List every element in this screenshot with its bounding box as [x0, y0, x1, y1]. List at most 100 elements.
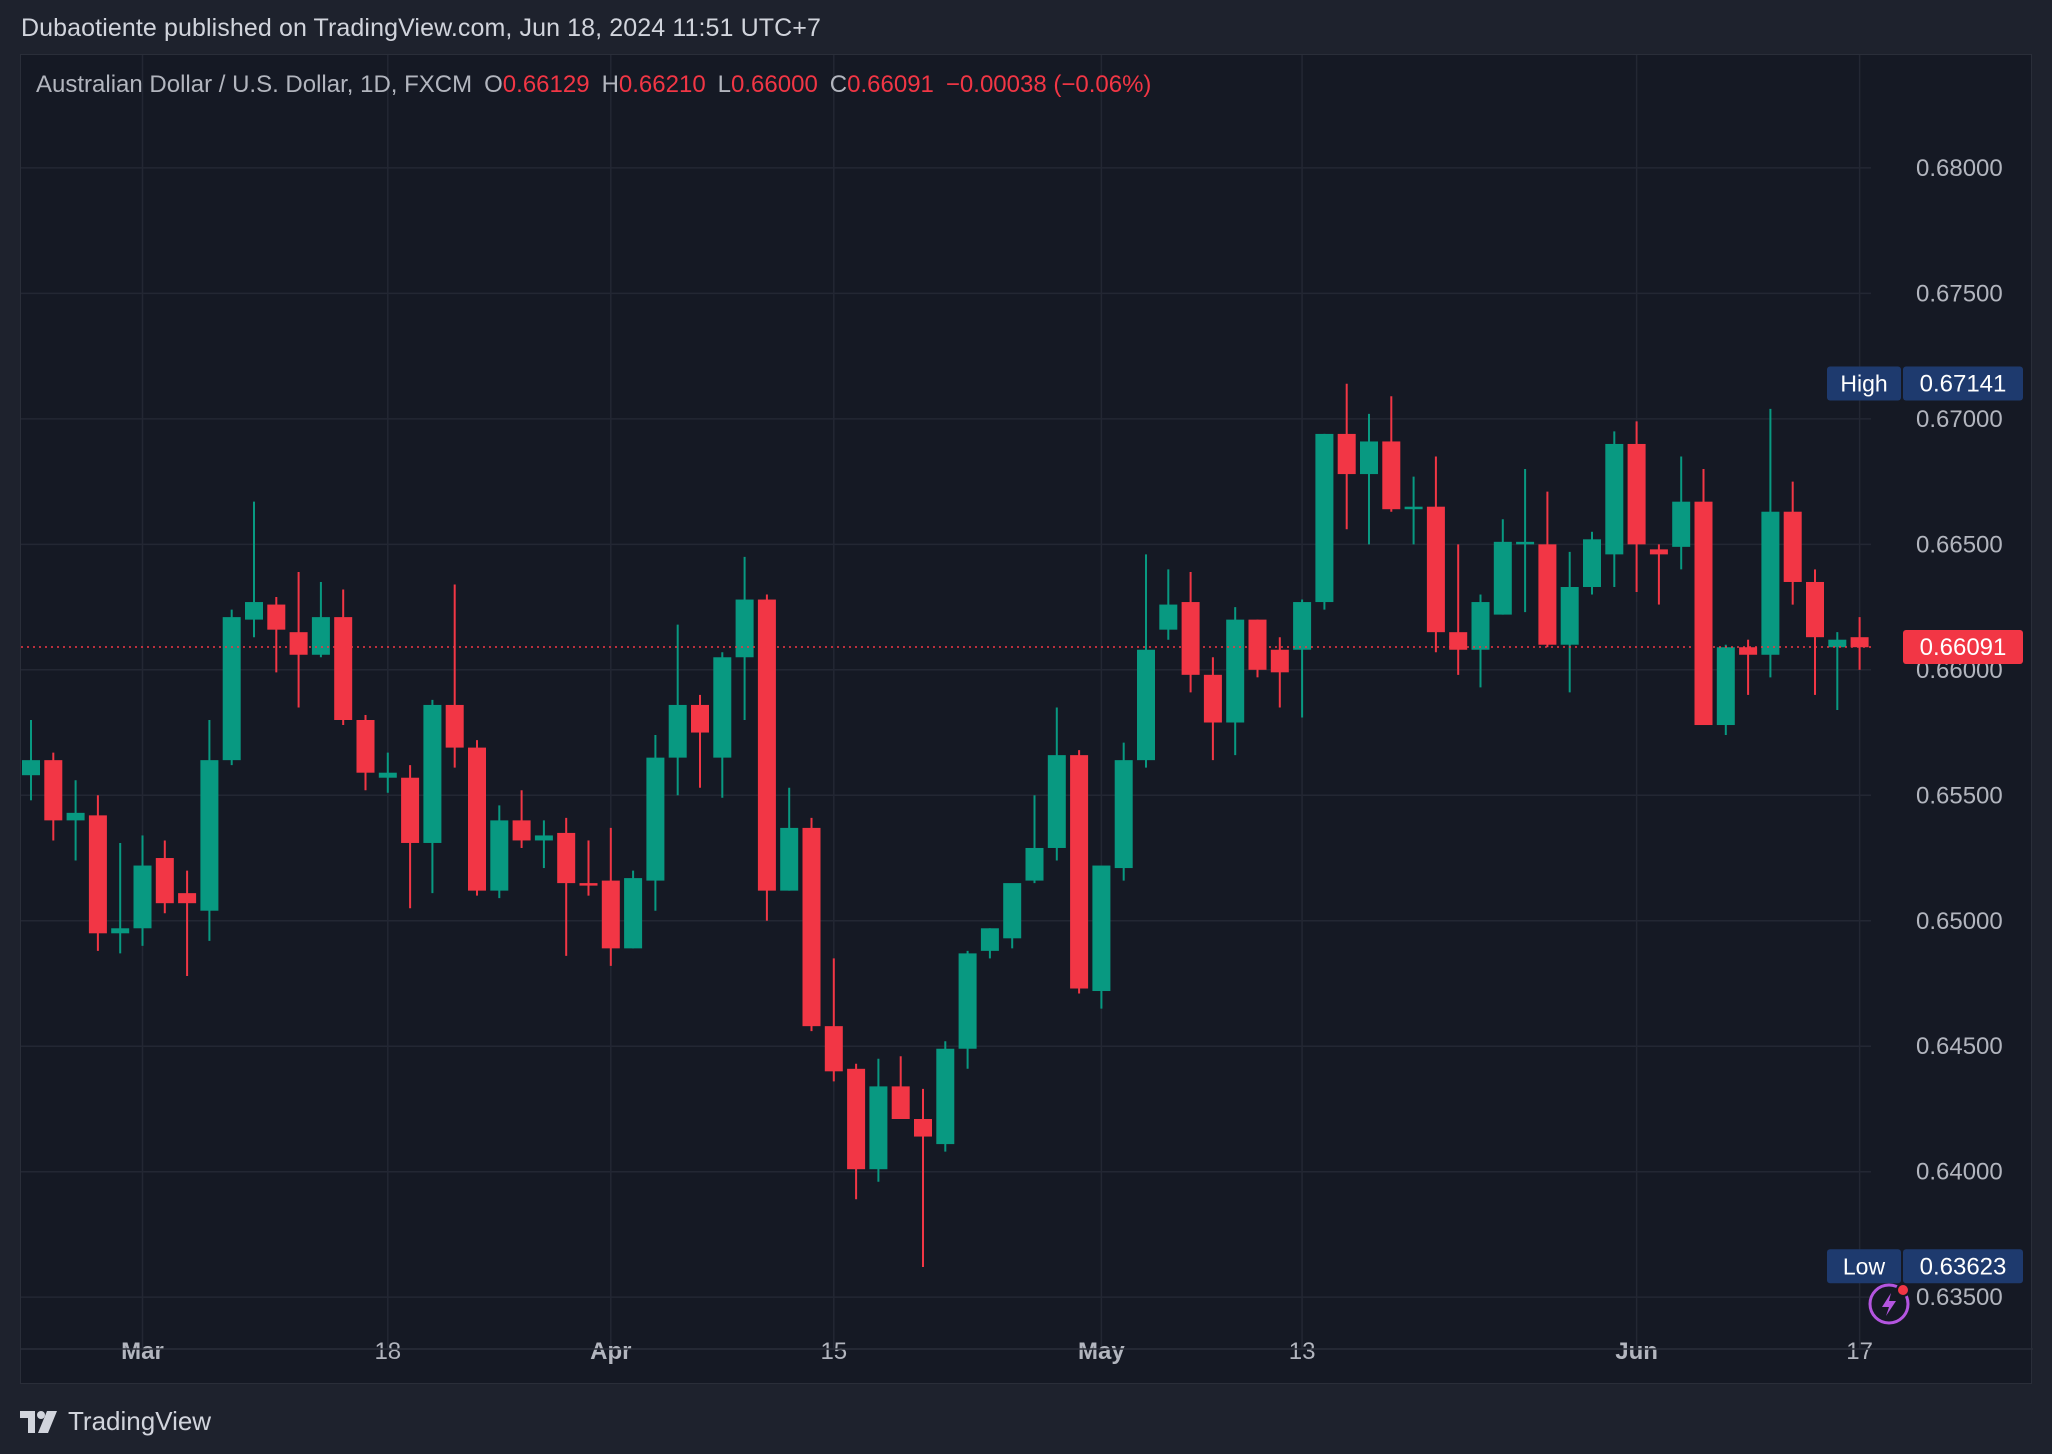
candle-body	[1181, 602, 1200, 675]
ohlc-legend: Australian Dollar / U.S. Dollar, 1D, FXC…	[36, 71, 1151, 99]
candle-body	[88, 815, 107, 934]
candle-body	[1003, 883, 1022, 939]
candle-body	[1159, 604, 1178, 630]
candle-body	[423, 704, 442, 843]
candle-body	[1047, 755, 1066, 848]
candle-body	[668, 704, 687, 758]
candle-body	[1672, 501, 1691, 547]
candle-body	[1449, 632, 1468, 650]
candle-body	[579, 883, 598, 886]
low-badge-value-box	[1903, 1249, 2023, 1284]
y-tick-label: 0.67000	[1916, 406, 2003, 433]
candle-body	[334, 617, 353, 720]
high-badge-label: High	[1840, 370, 1887, 396]
candle-body	[1694, 501, 1713, 726]
candle-body	[534, 835, 553, 841]
candle-body	[958, 953, 977, 1049]
instrument-name[interactable]: Australian Dollar / U.S. Dollar, 1D, FXC…	[36, 71, 473, 98]
low-badge-label-box	[1827, 1249, 1901, 1284]
candle-body	[1114, 760, 1133, 869]
last-price-badge-value-box	[1903, 629, 2023, 664]
last-price-badge-value: 0.66091	[1920, 634, 2007, 661]
candle-body	[356, 720, 375, 773]
candle-body	[445, 704, 464, 748]
high-badge-label-box	[1827, 366, 1901, 401]
candle-body	[1516, 541, 1535, 545]
high-label: H	[601, 71, 619, 98]
candle-body	[1203, 674, 1222, 723]
y-tick-label: 0.65000	[1916, 908, 2003, 935]
x-tick-label: 18	[374, 1338, 401, 1365]
candle-body	[1627, 443, 1646, 545]
low-value: 0.66000	[731, 71, 818, 98]
candle-body	[624, 878, 643, 949]
chart-pane[interactable]: 0.68000 0.67500 0.67000 0.66500 0.66000 0.655…	[20, 54, 2033, 1385]
candle-body	[512, 820, 531, 841]
candle-body	[914, 1119, 932, 1137]
candle-body	[1739, 647, 1758, 655]
candle-body	[601, 880, 620, 949]
candle-body	[111, 928, 130, 934]
candle-body	[691, 704, 709, 733]
grid-lines	[21, 55, 1871, 1349]
candle-body	[378, 772, 397, 778]
y-tick-label: 0.66500	[1916, 531, 2003, 558]
candle-body	[155, 858, 174, 904]
high-value: 0.66210	[618, 71, 706, 98]
high-badge: High 0.67141	[1827, 366, 2023, 401]
candle-body	[133, 865, 152, 929]
candle-body	[289, 632, 308, 655]
candle-body	[200, 760, 219, 911]
low-badge-value: 0.63623	[1920, 1253, 2007, 1280]
candle-body	[1583, 539, 1601, 587]
candle-body	[1850, 637, 1869, 648]
candle-body	[936, 1048, 955, 1145]
x-tick-label: 17	[1846, 1338, 1873, 1365]
lightning-icon[interactable]	[1868, 1283, 1910, 1325]
candle-body	[245, 602, 263, 620]
candle-body	[178, 893, 197, 904]
candle-body	[1761, 511, 1780, 655]
x-tick-label: 13	[1289, 1338, 1316, 1365]
candle-body	[267, 604, 286, 630]
candle-body	[1649, 549, 1668, 555]
low-label: L	[717, 71, 732, 98]
change-value: −0.00038 (−0.06%)	[945, 71, 1152, 98]
candle-body	[869, 1086, 888, 1170]
candle-body	[22, 760, 40, 776]
candle-body	[66, 812, 85, 821]
y-tick-label: 0.63500	[1916, 1284, 2003, 1311]
candle-body	[1092, 865, 1111, 992]
low-badge: Low 0.63623	[1827, 1249, 2023, 1284]
candle-body	[1426, 506, 1445, 633]
candle-body	[490, 820, 509, 891]
candle-body	[1493, 541, 1512, 615]
candle-body	[1360, 441, 1378, 475]
publish-caption: Dubaotiente published on TradingView.com…	[21, 14, 821, 42]
candle-body	[1315, 433, 1334, 603]
time-axis[interactable]: Mar 18 Apr 15 May 13 Jun 17	[21, 1338, 2033, 1365]
tradingview-branding[interactable]: TradingView	[20, 1406, 211, 1437]
high-badge-value: 0.67141	[1920, 370, 2007, 397]
candle-body	[1337, 433, 1356, 475]
y-tick-label: 0.64500	[1916, 1033, 2003, 1060]
candle-body	[646, 757, 665, 881]
candle-body	[713, 657, 732, 758]
low-badge-label: Low	[1843, 1253, 1886, 1279]
candle-body	[222, 617, 241, 761]
price-axis[interactable]: 0.680000.675000.670000.665000.660000.655…	[1916, 155, 2003, 1311]
candle-body	[735, 599, 754, 658]
open-value: 0.66129	[502, 71, 590, 98]
candle-body	[1226, 619, 1245, 723]
candlestick-chart[interactable]: 0.68000 0.67500 0.67000 0.66500 0.66000 0.655…	[21, 55, 2033, 1385]
candle-body	[847, 1068, 866, 1170]
y-tick-label: 0.64000	[1916, 1159, 2003, 1186]
candle-body	[780, 827, 799, 891]
candle-body	[1382, 441, 1401, 510]
candle-body	[891, 1086, 910, 1119]
price-badges: High 0.67141 Low 0.63623 0.66091	[1827, 366, 2023, 1284]
x-tick-label: Apr	[590, 1338, 631, 1365]
candle-body	[1248, 619, 1267, 670]
candle-body	[757, 599, 776, 891]
candle-body	[1605, 443, 1624, 555]
